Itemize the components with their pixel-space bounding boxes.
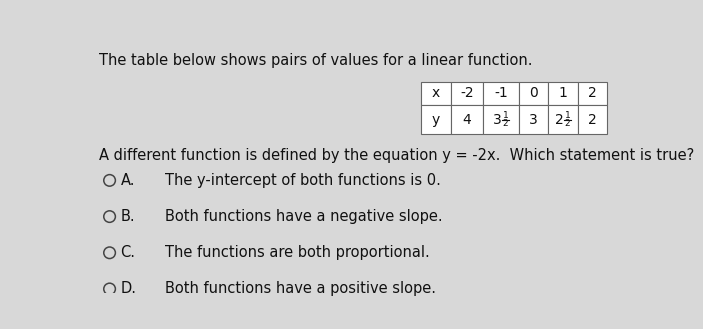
Bar	[578, 82, 607, 105]
Bar	[483, 82, 519, 105]
Text: x: x	[432, 87, 440, 100]
Text: 2: 2	[555, 113, 563, 127]
Text: 2: 2	[588, 113, 597, 127]
Text: 1: 1	[503, 111, 508, 120]
Text: 3: 3	[529, 113, 538, 127]
Text: B.: B.	[120, 209, 135, 224]
Text: 2: 2	[503, 119, 508, 128]
Text: The y-intercept of both functions is 0.: The y-intercept of both functions is 0.	[165, 173, 441, 188]
Text: 2: 2	[565, 119, 570, 128]
Text: 0: 0	[529, 87, 538, 100]
Text: -2: -2	[460, 87, 474, 100]
Text: A different function is defined by the equation y = -2x.  Which statement is tru: A different function is defined by the e…	[98, 148, 694, 163]
Text: The functions are both proportional.: The functions are both proportional.	[165, 245, 430, 260]
Bar	[483, 105, 519, 134]
Bar	[451, 82, 483, 105]
Bar	[519, 82, 548, 105]
Text: D.: D.	[120, 282, 136, 296]
Bar	[421, 105, 451, 134]
Text: The table below shows pairs of values for a linear function.: The table below shows pairs of values fo…	[98, 53, 532, 68]
Text: Both functions have a negative slope.: Both functions have a negative slope.	[165, 209, 443, 224]
Text: y: y	[432, 113, 440, 127]
Bar	[548, 82, 578, 105]
Text: 1: 1	[565, 111, 570, 120]
Text: -1: -1	[494, 87, 508, 100]
Bar	[578, 105, 607, 134]
Text: C.: C.	[120, 245, 136, 260]
Text: 3: 3	[493, 113, 501, 127]
Text: 2: 2	[588, 87, 597, 100]
Text: A.: A.	[120, 173, 135, 188]
Text: 4: 4	[463, 113, 471, 127]
Bar	[421, 82, 451, 105]
Bar	[519, 105, 548, 134]
Bar	[451, 105, 483, 134]
Bar	[548, 105, 578, 134]
Text: Both functions have a positive slope.: Both functions have a positive slope.	[165, 282, 437, 296]
Text: 1: 1	[558, 87, 567, 100]
